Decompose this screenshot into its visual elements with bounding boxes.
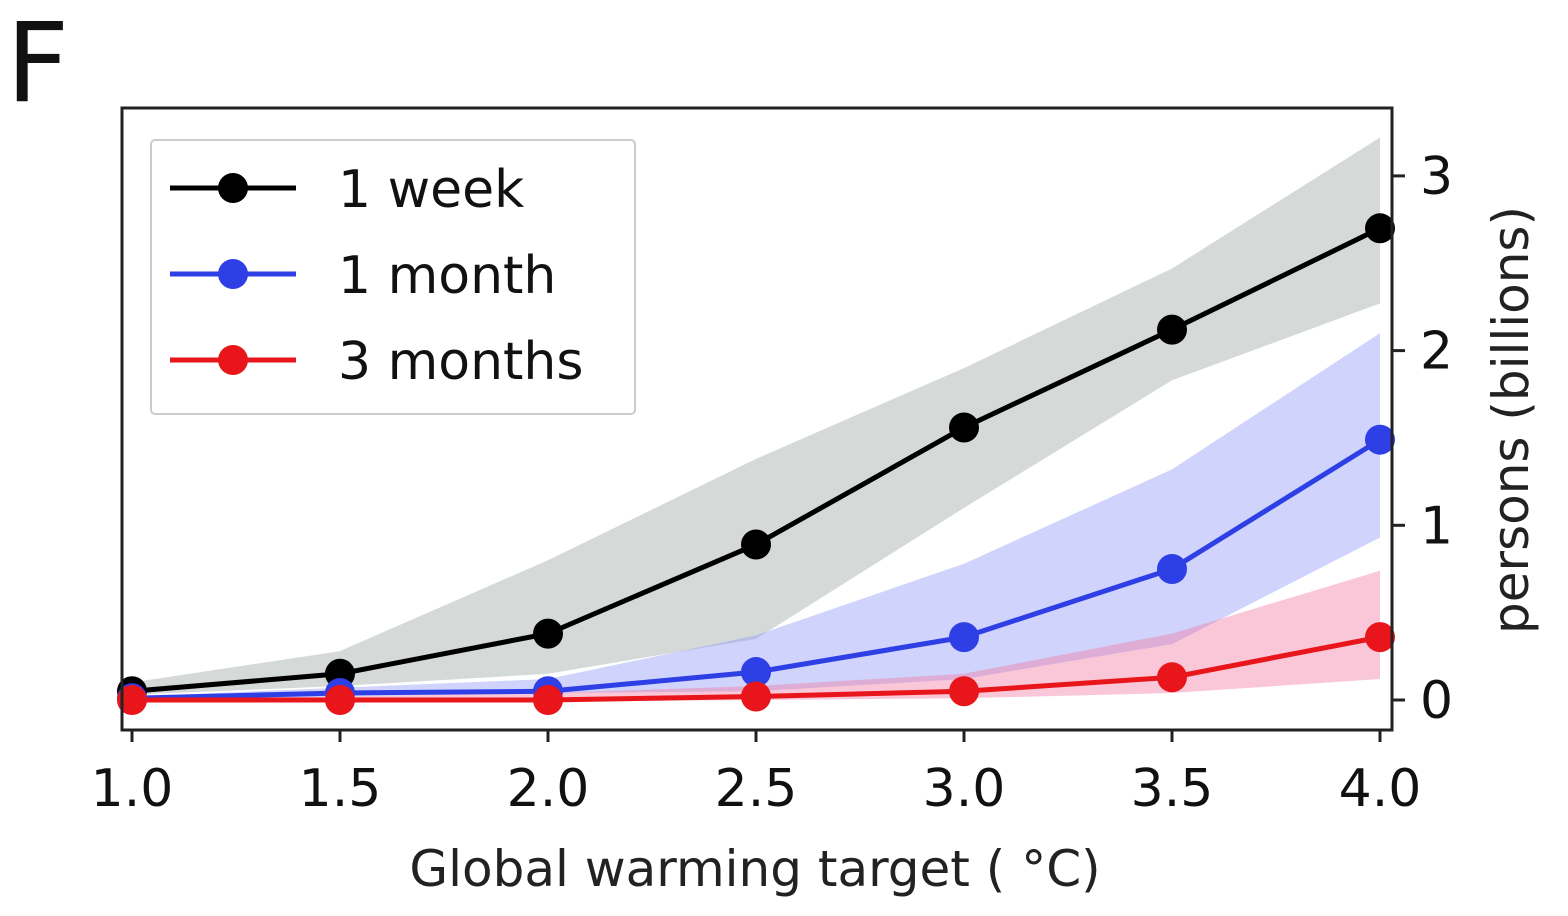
- legend-box: [150, 139, 636, 415]
- point-3-months: [949, 676, 979, 707]
- point-1-month: [741, 657, 771, 688]
- x-tick-label: 1.0: [91, 759, 174, 819]
- legend-marker-3-months: [218, 345, 248, 375]
- legend-label-1-week: 1 week: [338, 160, 524, 220]
- point-3-months: [325, 685, 355, 715]
- point-1-week: [949, 412, 979, 443]
- band-1-week: [132, 137, 1380, 695]
- point-3-months: [117, 685, 147, 715]
- point-3-months: [1157, 662, 1187, 693]
- point-1-month: [1365, 424, 1395, 455]
- x-axis-label: Global warming target ( °C): [409, 840, 1100, 898]
- point-3-months: [741, 681, 771, 712]
- panel-label: F: [6, 0, 70, 127]
- x-tick-label: 3.5: [1131, 759, 1214, 819]
- y-tick-label: 0: [1420, 671, 1453, 731]
- y-axis-label: persons (billions): [1482, 206, 1540, 634]
- legend-label-1-month: 1 month: [338, 246, 556, 306]
- point-1-week: [533, 618, 563, 649]
- legend-label-3-months: 3 months: [338, 332, 583, 392]
- confidence-bands: [132, 137, 1380, 702]
- x-tick-label: 2.5: [715, 759, 798, 819]
- series-points: [117, 213, 1395, 715]
- y-tick-label: 1: [1420, 496, 1453, 556]
- point-3-months: [1365, 622, 1395, 653]
- point-1-month: [1157, 553, 1187, 584]
- point-1-week: [1157, 314, 1187, 345]
- y-tick-label: 3: [1420, 147, 1453, 207]
- x-tick-label: 2.0: [507, 759, 590, 819]
- band-1-month: [132, 333, 1380, 700]
- band-3-months: [132, 570, 1380, 702]
- legend: 1 week 1 month 3 months: [150, 139, 636, 415]
- x-axis-ticks: 1.0 1.5 2.0 2.5 3.0 3.5 4.0: [91, 730, 1422, 819]
- point-3-months: [533, 685, 563, 715]
- legend-marker-1-week: [218, 173, 248, 203]
- point-1-week: [741, 529, 771, 560]
- point-1-week: [1365, 213, 1395, 244]
- x-tick-label: 1.5: [299, 759, 382, 819]
- x-tick-label: 4.0: [1339, 759, 1422, 819]
- y-tick-label: 2: [1420, 322, 1453, 382]
- legend-marker-1-month: [218, 259, 248, 289]
- x-tick-label: 3.0: [923, 759, 1006, 819]
- point-1-month: [949, 622, 979, 653]
- y-axis-ticks: 0 1 2 3: [1392, 147, 1453, 731]
